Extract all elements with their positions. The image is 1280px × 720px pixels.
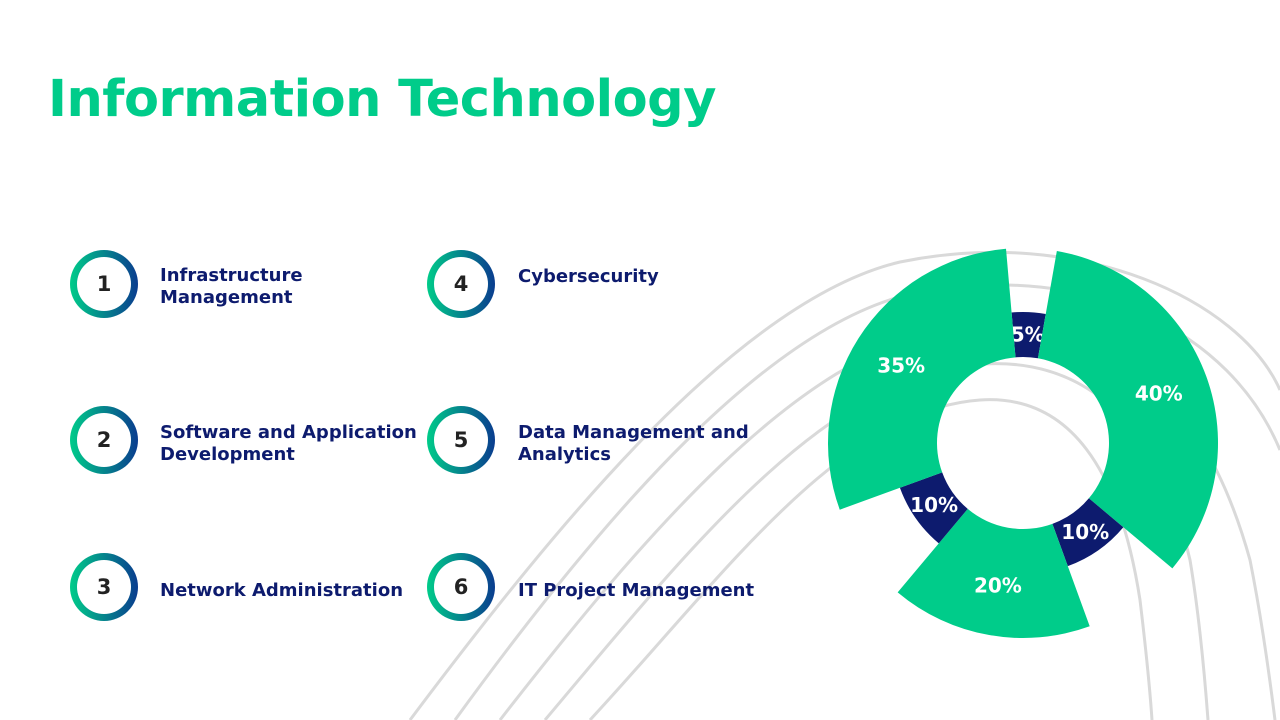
item-label-line-1: Infrastructure	[160, 265, 303, 286]
item-label-line-2: Management	[160, 287, 293, 308]
slice-label-6: 35%	[877, 353, 925, 377]
item-label-line-2: Analytics	[518, 444, 611, 465]
number-ring: 6	[427, 553, 495, 621]
pie-slice-6	[828, 248, 1016, 510]
slice-label-4: 20%	[974, 573, 1022, 597]
item-label-line-1: IT Project Management	[518, 580, 755, 601]
item-label-line-1: Cybersecurity	[518, 266, 659, 287]
number-ring: 5	[427, 406, 495, 474]
item-label: Data Management and Analytics	[518, 422, 749, 466]
slice-label-2: 40%	[1135, 382, 1183, 406]
item-label-line-2: Development	[160, 444, 295, 465]
pie-slice-2	[1037, 250, 1218, 569]
item-number: 4	[434, 257, 488, 311]
slice-label-3: 10%	[1061, 520, 1109, 544]
item-number: 5	[434, 413, 488, 467]
item-label: Infrastructure Management	[160, 265, 303, 309]
item-label: Network Administration	[160, 580, 403, 602]
donut-chart: 5% 40% 10% 20% 10% 35%	[828, 248, 1218, 638]
item-label: Software and Application Development	[160, 422, 417, 466]
number-ring: 1	[70, 250, 138, 318]
item-label-line-1: Data Management and	[518, 422, 749, 443]
number-ring: 2	[70, 406, 138, 474]
slice-label-1: 5%	[1011, 323, 1045, 347]
item-label-line-1: Software and Application	[160, 422, 417, 443]
item-number: 3	[77, 560, 131, 614]
number-ring: 4	[427, 250, 495, 318]
pie-slice-5	[899, 472, 968, 544]
page-title: Information Technology	[48, 70, 716, 129]
number-ring: 3	[70, 553, 138, 621]
item-number: 1	[77, 257, 131, 311]
pie-slice-3	[1052, 498, 1124, 567]
pie-slice-1	[1011, 312, 1046, 359]
item-label: Cybersecurity	[518, 266, 659, 288]
item-number: 2	[77, 413, 131, 467]
item-label-line-1: Network Administration	[160, 580, 404, 601]
slice-label-5: 10%	[910, 493, 958, 517]
pie-slice-4	[897, 508, 1090, 638]
item-label: IT Project Management	[518, 580, 754, 602]
item-number: 6	[434, 560, 488, 614]
